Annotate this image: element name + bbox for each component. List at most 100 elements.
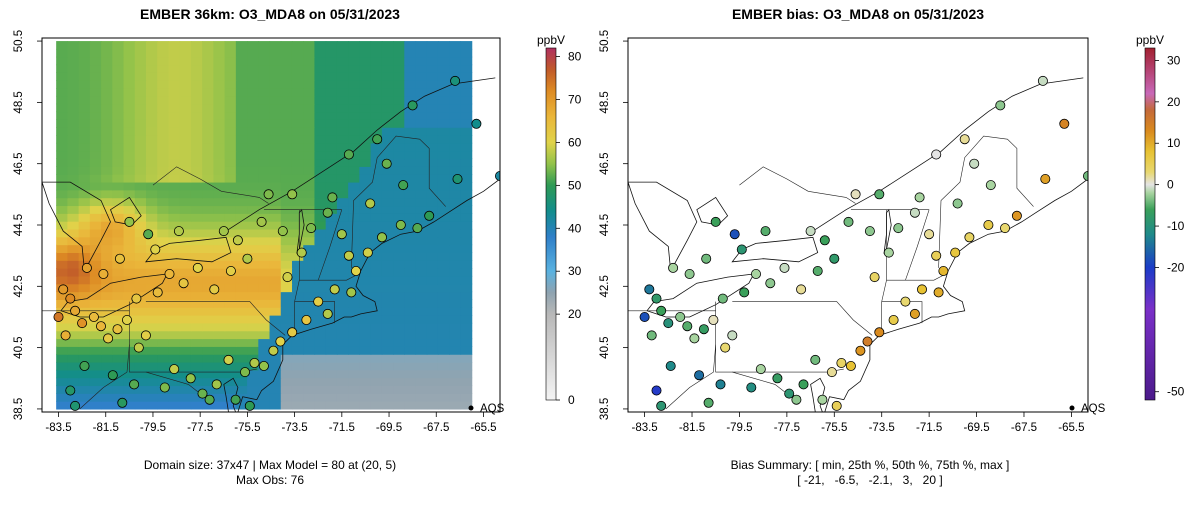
bias-site-marker[interactable] xyxy=(708,314,719,325)
bias-site-marker[interactable] xyxy=(914,192,925,203)
model-site-marker[interactable] xyxy=(346,287,357,298)
model-site-marker[interactable] xyxy=(306,223,317,234)
bias-site-marker[interactable] xyxy=(656,305,667,316)
model-site-marker[interactable] xyxy=(287,189,298,200)
bias-site-marker[interactable] xyxy=(651,293,662,304)
model-site-marker[interactable] xyxy=(376,232,387,243)
bias-site-marker[interactable] xyxy=(651,385,662,396)
bias-site-marker[interactable] xyxy=(995,100,1006,111)
bias-site-marker[interactable] xyxy=(751,268,762,279)
model-site-marker[interactable] xyxy=(327,192,338,203)
bias-site-marker[interactable] xyxy=(959,134,970,145)
model-site-marker[interactable] xyxy=(70,400,81,411)
model-site-marker[interactable] xyxy=(242,253,253,264)
bias-site-marker[interactable] xyxy=(665,360,676,371)
bias-site-marker[interactable] xyxy=(893,223,904,234)
model-site-marker[interactable] xyxy=(282,272,293,283)
model-site-marker[interactable] xyxy=(287,327,298,338)
bias-site-marker[interactable] xyxy=(810,354,821,365)
bias-site-marker[interactable] xyxy=(888,314,899,325)
bias-site-marker[interactable] xyxy=(805,226,816,237)
model-site-marker[interactable] xyxy=(65,293,76,304)
model-site-marker[interactable] xyxy=(336,229,347,240)
bias-site-marker[interactable] xyxy=(812,265,823,276)
model-site-marker[interactable] xyxy=(343,149,354,160)
bias-site-marker[interactable] xyxy=(703,397,714,408)
bias-site-marker[interactable] xyxy=(950,247,961,258)
model-site-marker[interactable] xyxy=(407,100,418,111)
model-site-marker[interactable] xyxy=(178,278,189,289)
bias-site-marker[interactable] xyxy=(1011,210,1022,221)
model-site-marker[interactable] xyxy=(322,308,333,319)
model-site-marker[interactable] xyxy=(395,219,406,230)
bias-site-marker[interactable] xyxy=(862,336,873,347)
bias-site-marker[interactable] xyxy=(755,364,766,375)
bias-site-marker[interactable] xyxy=(784,388,795,399)
bias-site-marker[interactable] xyxy=(969,158,980,169)
model-site-marker[interactable] xyxy=(218,226,229,237)
bias-site-marker[interactable] xyxy=(817,394,828,405)
bias-site-marker[interactable] xyxy=(1083,171,1092,181)
model-site-marker[interactable] xyxy=(173,226,184,237)
bias-site-marker[interactable] xyxy=(909,207,920,218)
model-site-marker[interactable] xyxy=(258,360,269,371)
bias-site-marker[interactable] xyxy=(900,296,911,307)
model-site-marker[interactable] xyxy=(77,318,88,329)
bias-site-marker[interactable] xyxy=(694,370,705,381)
bias-site-marker[interactable] xyxy=(727,330,738,341)
model-site-marker[interactable] xyxy=(450,75,461,86)
model-site-marker[interactable] xyxy=(88,311,99,322)
bias-site-marker[interactable] xyxy=(964,232,975,243)
model-site-marker[interactable] xyxy=(268,345,279,356)
model-site-marker[interactable] xyxy=(277,226,288,237)
model-site-marker[interactable] xyxy=(424,210,435,221)
model-site-marker[interactable] xyxy=(343,250,354,261)
bias-site-marker[interactable] xyxy=(772,373,783,384)
bias-site-marker[interactable] xyxy=(917,284,928,295)
bias-site-marker[interactable] xyxy=(684,268,695,279)
model-site-marker[interactable] xyxy=(117,397,128,408)
bias-site-marker[interactable] xyxy=(933,287,944,298)
model-site-marker[interactable] xyxy=(329,284,340,295)
bias-site-marker[interactable] xyxy=(1040,173,1051,184)
model-site-marker[interactable] xyxy=(81,262,92,273)
model-site-marker[interactable] xyxy=(169,364,180,375)
bias-site-marker[interactable] xyxy=(717,293,728,304)
bias-site-marker[interactable] xyxy=(663,318,674,329)
model-site-marker[interactable] xyxy=(133,342,144,353)
model-site-marker[interactable] xyxy=(301,314,312,325)
model-site-marker[interactable] xyxy=(263,189,274,200)
bias-site-marker[interactable] xyxy=(739,287,750,298)
bias-site-marker[interactable] xyxy=(715,379,726,390)
model-site-marker[interactable] xyxy=(381,158,392,169)
model-site-marker[interactable] xyxy=(452,173,463,184)
bias-site-marker[interactable] xyxy=(952,198,963,209)
model-site-marker[interactable] xyxy=(313,296,324,307)
model-site-marker[interactable] xyxy=(60,330,71,341)
model-site-marker[interactable] xyxy=(244,400,255,411)
model-site-marker[interactable] xyxy=(131,293,142,304)
bias-site-marker[interactable] xyxy=(746,382,757,393)
model-site-marker[interactable] xyxy=(296,247,307,258)
model-site-marker[interactable] xyxy=(143,229,154,240)
model-site-marker[interactable] xyxy=(79,360,90,371)
bias-site-marker[interactable] xyxy=(644,284,655,295)
model-site-marker[interactable] xyxy=(129,379,140,390)
bias-site-marker[interactable] xyxy=(791,394,802,405)
bias-site-marker[interactable] xyxy=(855,345,866,356)
bias-site-marker[interactable] xyxy=(656,400,667,411)
bias-site-marker[interactable] xyxy=(938,265,949,276)
bias-site-marker[interactable] xyxy=(760,226,771,237)
model-site-marker[interactable] xyxy=(209,284,220,295)
model-site-marker[interactable] xyxy=(185,373,196,384)
model-site-marker[interactable] xyxy=(232,235,243,246)
model-site-marker[interactable] xyxy=(225,265,236,276)
bias-site-marker[interactable] xyxy=(668,262,679,273)
bias-site-marker[interactable] xyxy=(701,253,712,264)
model-site-marker[interactable] xyxy=(152,287,163,298)
bias-site-marker[interactable] xyxy=(826,367,837,378)
model-site-marker[interactable] xyxy=(150,244,161,255)
bias-site-marker[interactable] xyxy=(931,250,942,261)
bias-site-marker[interactable] xyxy=(874,327,885,338)
bias-site-marker[interactable] xyxy=(985,180,996,191)
